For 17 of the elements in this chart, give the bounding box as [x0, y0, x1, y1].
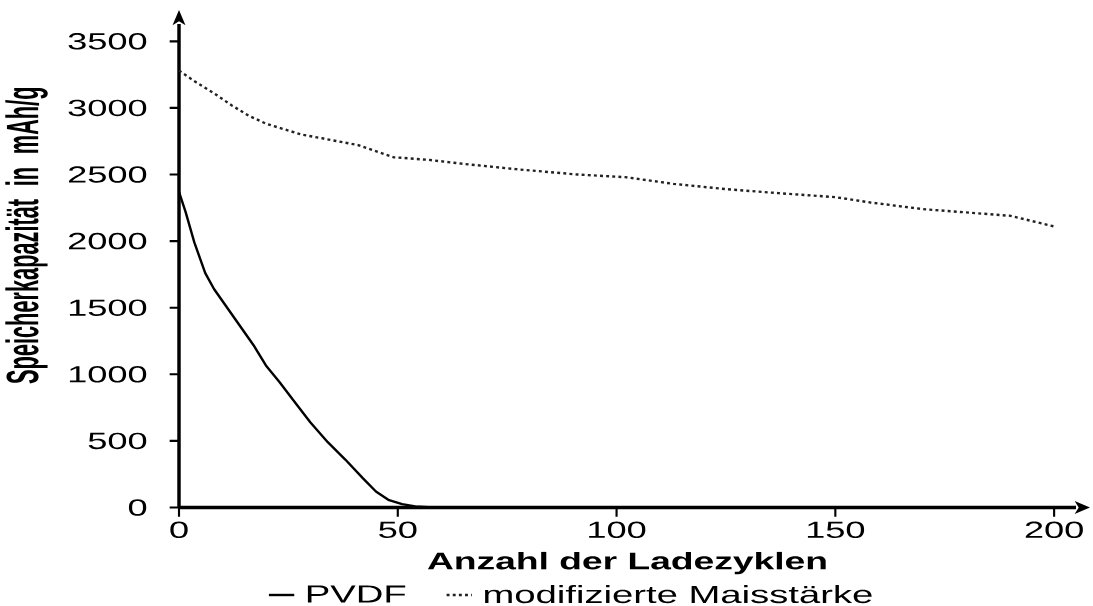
- y-tick-label: 3000: [68, 99, 147, 117]
- y-axis-title: Speicherkapazität in mAh/g: [5, 88, 48, 384]
- x-tick-label: 50: [379, 521, 417, 539]
- x-tick-label: 0: [170, 521, 188, 539]
- y-tick-label: 2500: [68, 166, 147, 183]
- x-tick-label: 150: [807, 521, 865, 539]
- y-tick-label: 1000: [69, 366, 147, 383]
- x-axis-title: Anzahl der Ladezyklen: [427, 551, 826, 575]
- y-tick-label: 3500: [68, 33, 147, 50]
- legend-label: PVDF: [307, 585, 406, 603]
- y-tick-label: 500: [88, 432, 147, 450]
- legend-label: modifizierte Maisstärke: [485, 585, 872, 604]
- y-tick-label: 0: [128, 499, 147, 516]
- x-tick-label: 100: [589, 521, 646, 539]
- y-tick-label: 1500: [69, 299, 147, 316]
- x-tick-label: 200: [1025, 521, 1083, 539]
- y-tick-label: 2000: [68, 232, 147, 250]
